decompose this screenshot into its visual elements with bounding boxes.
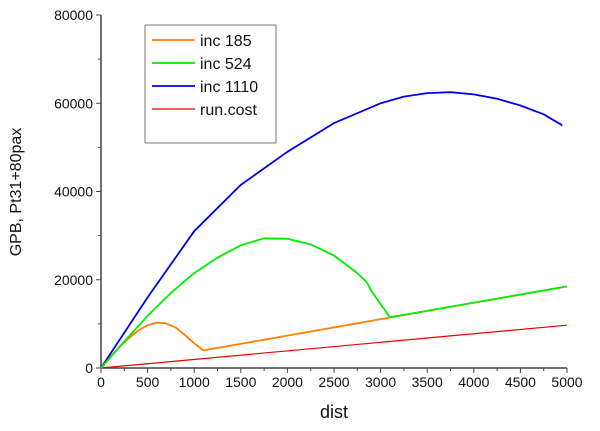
series-line-run-cost — [100, 324, 568, 369]
y-tick-label: 40000 — [54, 184, 93, 200]
x-tick-label: 4000 — [458, 374, 489, 390]
legend: inc 185 inc 524 inc 1110 run.cost — [144, 24, 277, 144]
x-axis-label: dist — [320, 402, 348, 422]
legend-label: inc 1110 — [200, 79, 258, 96]
series-line-inc-524 — [100, 237, 568, 369]
y-axis-label: GPB, Pt31+80pax — [8, 128, 25, 257]
x-tick-label: 4500 — [505, 374, 536, 390]
x-tick-label: 1500 — [225, 374, 256, 390]
y-tick-label: 80000 — [54, 7, 93, 23]
x-tick-label: 3000 — [365, 374, 396, 390]
x-tick-label: 2500 — [318, 374, 349, 390]
y-tick-label: 0 — [85, 360, 93, 376]
legend-label: run.cost — [200, 102, 257, 119]
legend-label: inc 524 — [200, 56, 252, 73]
x-tick-label: 3500 — [412, 374, 443, 390]
legend-box — [144, 24, 277, 144]
x-tick-label: 2000 — [272, 374, 303, 390]
y-tick-label: 20000 — [54, 272, 93, 288]
x-tick-label: 0 — [97, 374, 105, 390]
series-line-inc-1110 — [100, 91, 563, 369]
x-tick-label: 5000 — [551, 374, 582, 390]
x-tick-label: 500 — [136, 374, 160, 390]
x-tick-label: 1000 — [179, 374, 210, 390]
legend-label: inc 185 — [200, 33, 252, 50]
y-tick-label: 60000 — [54, 95, 93, 111]
series-lines — [100, 91, 568, 369]
axes: 0 500 1000 1500 2000 2500 3000 3500 4000 4500 5000… — [54, 7, 583, 390]
